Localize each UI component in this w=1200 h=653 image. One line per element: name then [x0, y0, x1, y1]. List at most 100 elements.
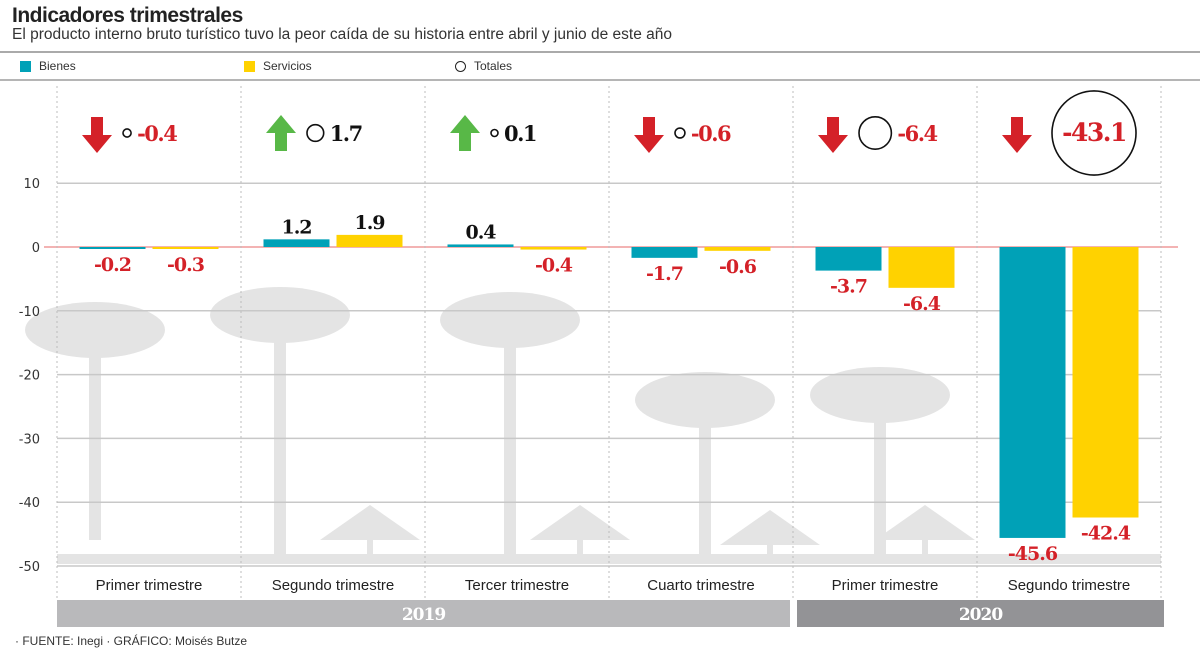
palm-trunk-shape	[504, 330, 516, 560]
year-band-2019	[57, 600, 790, 627]
circle-outline-icon	[455, 60, 466, 72]
chart-subtitle: El producto interno bruto turístico tuvo…	[12, 26, 672, 43]
data-label-servicios: -6.4	[903, 293, 941, 315]
umbrella-pole-shape	[767, 545, 773, 561]
total-value-label: 0.1	[504, 121, 536, 146]
total-circle	[1051, 90, 1137, 176]
y-tick-label: 0	[32, 241, 40, 256]
bar-servicios	[152, 247, 219, 249]
chart-title: Indicadores trimestrales	[12, 4, 243, 27]
bar-servicios	[520, 247, 587, 250]
data-label-servicios: -0.6	[719, 256, 757, 278]
bienes-swatch-icon	[20, 60, 31, 72]
legend-top-rule	[0, 51, 1200, 53]
palm-silhouette-background	[25, 287, 1161, 564]
year-bands: 2019 2020	[57, 600, 1164, 627]
data-label-bienes: 0.4	[465, 221, 496, 243]
palm-crown-shape	[810, 367, 950, 423]
arrow-up-icon	[266, 115, 296, 151]
category-label: Cuarto trimestre	[647, 577, 755, 594]
total-circle	[674, 127, 686, 139]
bar-servicios	[888, 247, 955, 288]
palm-crown-shape	[25, 302, 165, 358]
y-tick-label: -50	[19, 560, 40, 575]
gridlines	[44, 86, 1178, 598]
arrow-up-icon	[450, 115, 480, 151]
total-circle	[490, 128, 499, 138]
y-tick-label: 10	[23, 177, 40, 192]
ground-shape	[57, 554, 1161, 564]
legend-label: Bienes	[39, 59, 76, 73]
data-labels: -0.2 -0.3 1.2 1.9 0.4 -0.4 -1.7 -0.6 -3.7 -6.4 -45…	[94, 212, 1132, 565]
palm-trunk-shape	[274, 325, 286, 560]
legend-item-bienes: Bienes	[20, 59, 76, 73]
total-circle	[122, 128, 132, 138]
umbrella-pole-shape	[367, 540, 373, 561]
category-labels: Primer trimestre Segundo trimestre Tercer …	[96, 577, 1131, 594]
total-value-label: -43.1	[1062, 118, 1126, 147]
umbrella-shape	[875, 505, 975, 540]
year-label: 2020	[959, 605, 1003, 625]
servicios-swatch-icon	[244, 60, 255, 72]
bar-bienes	[447, 244, 514, 247]
totals-indicators: -0.4 1.7 0.1 -0.6 -6.4 -43.1	[82, 90, 1137, 176]
bar-bienes	[815, 247, 882, 271]
total-value-label: 1.7	[330, 121, 362, 146]
palm-trunk-shape	[89, 340, 101, 540]
legend-label: Servicios	[263, 59, 312, 73]
bar-bienes	[999, 247, 1066, 538]
total-circle	[306, 123, 325, 143]
bar-servicios	[1072, 247, 1139, 518]
data-label-bienes: -3.7	[830, 276, 867, 298]
umbrella-pole-shape	[577, 540, 583, 561]
category-label: Primer trimestre	[96, 577, 203, 594]
arrow-down-icon	[82, 117, 112, 153]
arrow-down-icon	[634, 117, 664, 153]
data-label-bienes: 1.2	[281, 216, 311, 238]
legend-item-totales: Totales	[455, 59, 512, 73]
y-tick-label: -40	[19, 496, 40, 511]
total-circle	[858, 116, 893, 150]
umbrella-shape	[530, 505, 630, 540]
bar-servicios	[704, 247, 771, 251]
year-band-2020	[797, 600, 1164, 627]
legend: Bienes Servicios Totales	[0, 57, 1200, 77]
y-tick-label: -30	[19, 432, 40, 447]
data-label-servicios: 1.9	[354, 212, 385, 234]
category-label: Segundo trimestre	[1008, 577, 1131, 594]
year-label: 2019	[402, 605, 445, 625]
category-label: Tercer trimestre	[465, 577, 569, 594]
umbrella-shape	[720, 510, 820, 545]
data-label-bienes: -45.6	[1008, 543, 1058, 565]
palm-crown-shape	[210, 287, 350, 343]
bar-bienes	[79, 247, 146, 249]
legend-label: Totales	[474, 59, 513, 73]
data-label-servicios: -42.4	[1081, 523, 1131, 545]
data-label-servicios: -0.4	[535, 255, 573, 277]
palm-crown-shape	[440, 292, 580, 348]
legend-item-servicios: Servicios	[244, 59, 312, 73]
bar-bienes	[631, 247, 698, 258]
arrow-down-icon	[818, 117, 848, 153]
bar-servicios	[336, 234, 403, 247]
arrow-down-icon	[1002, 117, 1032, 153]
umbrella-shape	[320, 505, 420, 540]
bars	[79, 234, 1139, 538]
category-label: Primer trimestre	[832, 577, 939, 594]
data-label-servicios: -0.3	[167, 254, 204, 276]
bar-bienes	[263, 239, 330, 247]
legend-bottom-rule	[0, 79, 1200, 81]
palm-crown-shape	[635, 372, 775, 428]
category-label: Segundo trimestre	[272, 577, 395, 594]
y-axis-ticks: 10 0 -10 -20 -30 -40 -50	[19, 177, 40, 575]
y-tick-label: -20	[19, 369, 40, 384]
palm-trunk-shape	[874, 405, 886, 560]
total-value-label: -0.4	[137, 121, 177, 146]
total-value-label: -6.4	[897, 121, 937, 146]
umbrella-pole-shape	[922, 540, 928, 561]
total-value-label: -0.6	[691, 121, 731, 146]
palm-trunk-shape	[699, 410, 711, 560]
y-tick-label: -10	[19, 305, 40, 320]
source-credit: · FUENTE: Inegi · GRÁFICO: Moisés Butze	[15, 634, 248, 648]
